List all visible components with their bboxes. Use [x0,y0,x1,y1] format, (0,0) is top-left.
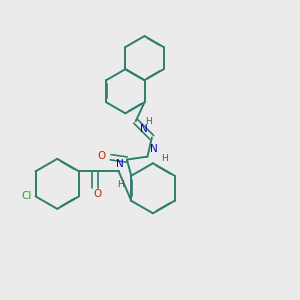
Text: Cl: Cl [22,191,32,201]
Text: H: H [161,154,167,163]
Text: H: H [117,180,124,189]
Text: N: N [140,124,148,134]
Text: N: N [150,144,158,154]
Text: N: N [116,159,124,169]
Text: O: O [93,189,102,199]
Text: O: O [97,151,105,161]
Text: H: H [145,117,152,126]
